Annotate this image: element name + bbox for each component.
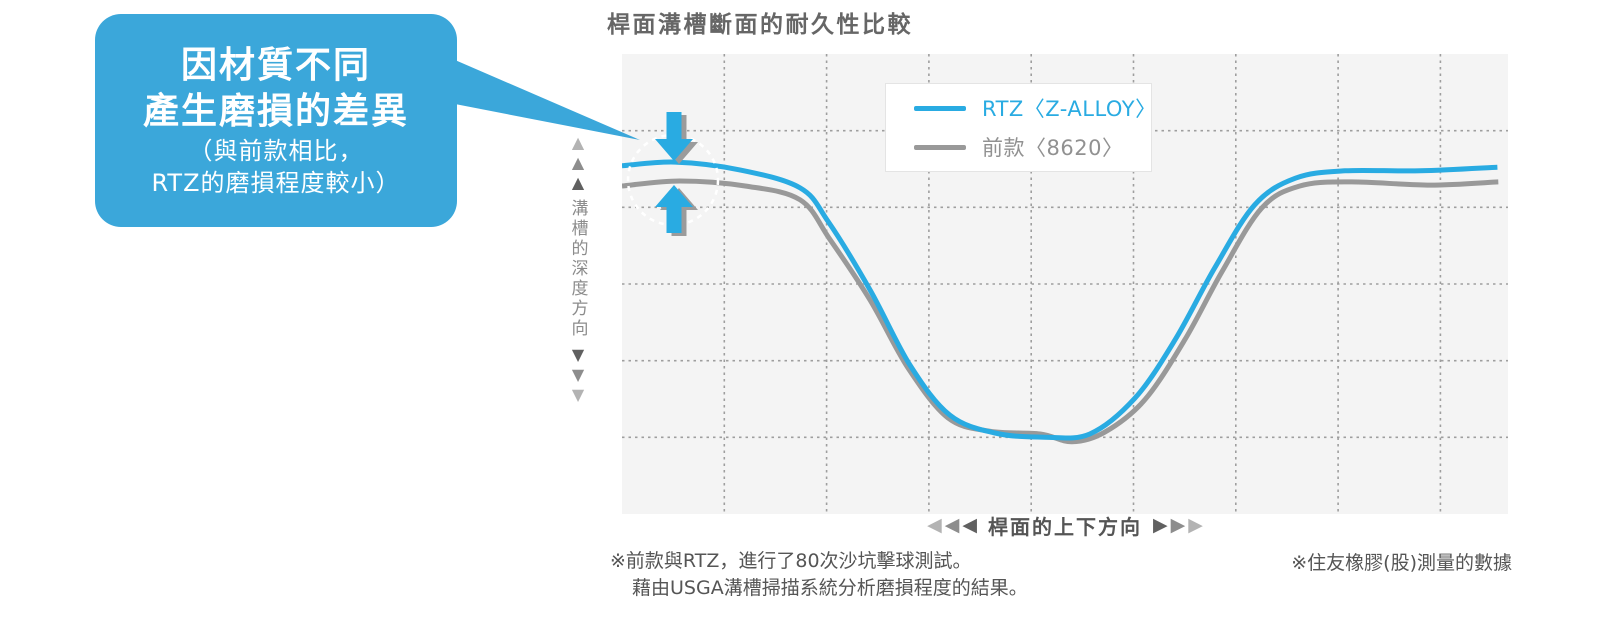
rtz-line-swatch-icon <box>914 105 966 111</box>
callout-line-2: 產生磨損的差異 <box>142 90 409 132</box>
right-triangle-icon: ▶ <box>1188 514 1203 536</box>
left-triangle-icon: ◀ <box>927 514 942 536</box>
data-series <box>622 159 1499 445</box>
up-triangle-icon: ▲ <box>571 133 585 152</box>
callout-tail-shape <box>455 60 640 140</box>
legend-label-rtz: RTZ〈Z-ALLOY〉 <box>982 97 1157 121</box>
legend: RTZ〈Z-ALLOY〉 前款〈8620〉 <box>885 83 1157 172</box>
footnote-data-source: ※住友橡膠(股)測量的數據 <box>1291 552 1512 574</box>
legend-item-previous: 前款〈8620〉 <box>914 132 1151 162</box>
footnote-line-2: 藉由USGA溝槽掃描系統分析磨損程度的結果。 <box>632 577 1028 599</box>
down-triangle-icon: ▼ <box>571 345 585 364</box>
x-axis-label-block: ◀ ◀ ◀ 桿面的上下方向 ▶ ▶ ▶ <box>622 510 1508 540</box>
wear-down-arrow-icon <box>655 112 693 161</box>
down-triangle-icon: ▼ <box>571 385 585 404</box>
legend-label-previous: 前款〈8620〉 <box>982 136 1124 160</box>
callout-line-3: （與前款相比， <box>188 136 364 165</box>
wear-up-arrow-icon <box>655 185 693 233</box>
legend-item-rtz: RTZ〈Z-ALLOY〉 <box>914 93 1157 123</box>
footnote-test-method: ※前款與RTZ，進行了80次沙坑擊球測試。 藉由USGA溝槽掃描系統分析磨損程度… <box>610 548 1028 602</box>
footnote-line-1: ※前款與RTZ，進行了80次沙坑擊球測試。 <box>610 550 972 572</box>
right-triangle-icon: ▶ <box>1170 514 1186 536</box>
right-triangle-icon: ▶ <box>1153 514 1168 536</box>
callout-line-1: 因材質不同 <box>180 44 371 86</box>
series-line-RTZ〈Z-ALLOY〉 <box>622 159 1498 441</box>
y-axis-label: 溝槽的深度方向 <box>567 199 588 339</box>
previous-line-swatch-icon <box>914 144 966 150</box>
down-triangle-icon: ▼ <box>571 365 585 384</box>
callout-bubble: 因材質不同 產生磨損的差異 （與前款相比， RTZ的磨損程度較小） <box>95 14 457 227</box>
callout-line-4: RTZ的磨損程度較小） <box>151 168 401 197</box>
y-axis-label-block: ▲ ▲ ▲ 溝槽的深度方向 ▼ ▼ ▼ <box>556 133 600 428</box>
left-triangle-icon: ◀ <box>962 514 977 536</box>
page-title: 桿面溝槽斷面的耐久性比較 <box>607 12 913 38</box>
callout-tail <box>455 60 640 140</box>
up-triangle-icon: ▲ <box>571 153 585 172</box>
x-axis-label: 桿面的上下方向 <box>988 514 1142 539</box>
up-triangle-icon: ▲ <box>571 173 585 192</box>
left-triangle-icon: ◀ <box>944 514 960 536</box>
